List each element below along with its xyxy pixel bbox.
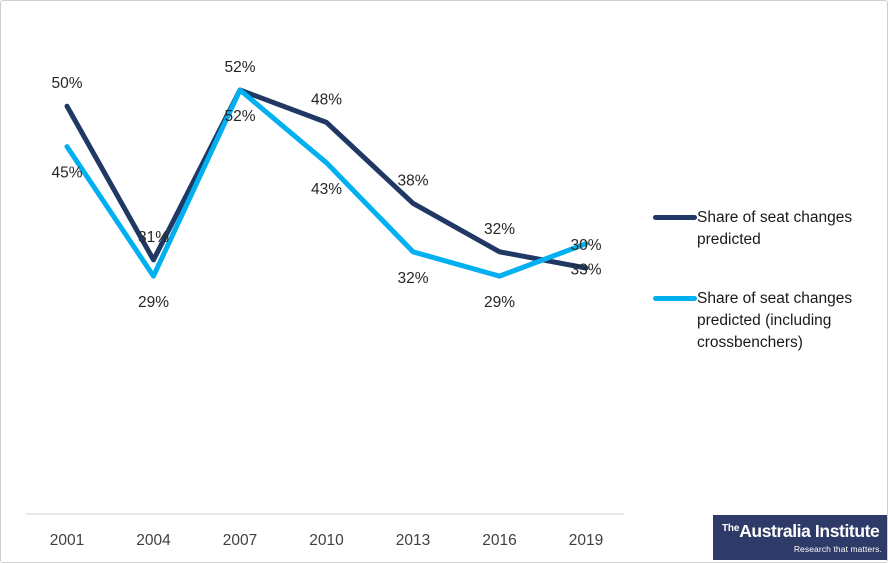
x-tick-label: 2013: [396, 532, 430, 549]
data-label: 43%: [311, 181, 342, 198]
chart-legend: Share of seat changes predicted Share of…: [653, 207, 887, 391]
x-tick-label: 2004: [136, 532, 171, 549]
logo-prefix: The: [722, 523, 740, 534]
series-line-predicted: [64, 87, 589, 271]
legend-line-swatch-dark: [653, 215, 697, 220]
data-label: 31%: [138, 229, 169, 246]
x-tick-label: 2001: [50, 532, 84, 549]
legend-label: Share of seat changes predicted: [697, 209, 853, 248]
legend-label: Share of seat changes predicted (includi…: [697, 290, 853, 351]
logo-wordmark: TheAustralia Institute: [722, 519, 882, 543]
x-tick-label: 2010: [309, 532, 344, 549]
x-tick-label: 2016: [482, 532, 516, 549]
australia-institute-logo: TheAustralia Institute Research that mat…: [713, 515, 887, 560]
legend-line-swatch-light: [653, 296, 697, 301]
x-tick-label: 2019: [569, 532, 603, 549]
data-label: 33%: [570, 262, 601, 279]
data-label: 48%: [311, 91, 342, 108]
logo-name: Australia Institute: [739, 521, 880, 541]
data-label: 29%: [484, 294, 515, 311]
data-label: 52%: [224, 108, 255, 125]
data-label: 32%: [397, 270, 428, 287]
series-line-predicted-crossbenchers: [64, 87, 589, 279]
legend-item-predicted-crossbenchers: Share of seat changes predicted (includi…: [653, 288, 887, 354]
logo-tagline: Research that matters.: [793, 544, 882, 554]
data-label: 32%: [484, 221, 515, 238]
data-label: 29%: [138, 294, 169, 311]
data-label: 38%: [397, 172, 428, 189]
data-label: 52%: [224, 59, 255, 76]
data-label: 45%: [51, 165, 82, 182]
data-label: 30%: [570, 237, 601, 254]
x-tick-label: 2007: [223, 532, 257, 549]
data-label: 50%: [51, 75, 82, 92]
legend-item-predicted: Share of seat changes predicted: [653, 207, 887, 251]
